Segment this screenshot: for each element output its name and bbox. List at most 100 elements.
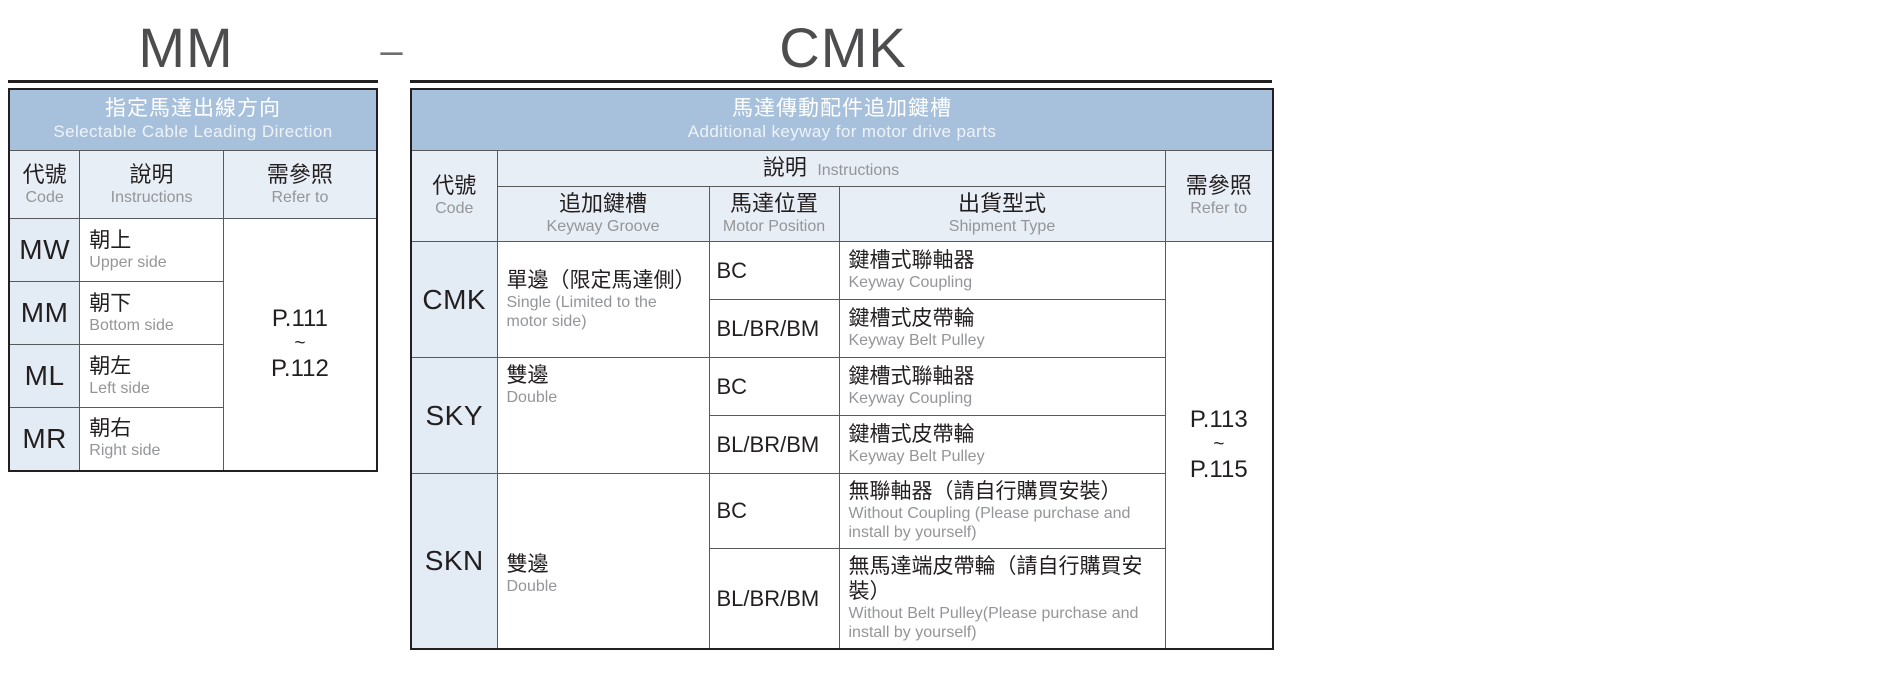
right-header-motor-position-zh: 馬達位置 [729,191,818,216]
right-shipment-cmk-bc-en: Keyway Coupling [848,274,973,291]
left-row-desc-mm-en: Bottom side [89,316,174,334]
left-refer-from: P.111 [271,305,328,333]
right-group-keyway-skn-en: Double [506,578,558,595]
right-header-row-1: 代號 Code 說明 Instructions 需參照 Refer to [410,150,1274,242]
right-header-code-en: Code [435,200,474,217]
right-shipment-cmk-blbrbm: 鍵槽式皮帶輪 Keyway Belt Pulley [838,299,1166,358]
right-shipment-skn-blbrbm-en: Without Belt Pulley(Please purchase and … [848,605,1139,641]
right-shipment-cmk-bc-zh: 鍵槽式聯軸器 [848,249,975,272]
right-banner-zh: 馬達傳動配件追加鍵槽 [732,97,952,120]
left-row-desc-mr-en: Right side [89,442,161,460]
right-shipment-sky-blbrbm-zh: 鍵槽式皮帶輪 [848,423,975,446]
right-header-refer-en: Refer to [1190,200,1248,217]
right-shipment-skn-blbrbm-zh: 無馬達端皮帶輪（請自行購買安裝） [848,555,1143,603]
right-shipment-skn-bc-en: Without Coupling (Please purchase and in… [848,505,1131,541]
right-shipment-skn-bc-zh: 無聯軸器（請自行購買安裝） [848,480,1122,503]
right-shipment-sky-blbrbm-en: Keyway Belt Pulley [848,448,985,465]
right-shipment-sky-blbrbm: 鍵槽式皮帶輪 Keyway Belt Pulley [838,415,1166,474]
right-header-instructions-en: Instructions [817,162,900,179]
additional-keyway-table: 馬達傳動配件追加鍵槽 Additional keyway for motor d… [410,88,1274,650]
title-rule-right [410,80,1272,83]
right-motor-position-sky-blbrbm: BL/BR/BM [708,415,840,474]
left-header-code-zh: 代號 [22,161,67,187]
table-row: BL/BR/BM 鍵槽式皮帶輪 Keyway Belt Pulley [411,299,1273,358]
right-header-instructions: 說明 Instructions [496,150,1166,187]
right-header-instructions-zh: 說明 [762,155,807,180]
right-header-keyway-groove: 追加鍵槽 Keyway Groove [496,186,710,242]
left-header-code-en: Code [25,188,64,206]
right-header-code-zh: 代號 [432,173,477,198]
right-table-banner: 馬達傳動配件追加鍵槽 Additional keyway for motor d… [410,88,1274,151]
right-shipment-cmk-bc: 鍵槽式聯軸器 Keyway Coupling [838,241,1166,300]
left-row-code-mm: MM [8,281,81,345]
left-row-desc-ml-zh: 朝左 [89,354,132,378]
title-separator-dash: – [380,29,404,73]
right-motor-position-cmk-blbrbm: BL/BR/BM [708,299,840,358]
table-row: MW 朝上 Upper side P.111 ~ P.112 [8,218,378,471]
right-motor-position-cmk-bc: BC [708,241,840,300]
right-refer-from: P.113 [1189,406,1248,433]
right-shipment-sky-bc-zh: 鍵槽式聯軸器 [848,365,975,388]
left-banner-row: 指定馬達出線方向 Selectable Cable Leading Direct… [8,88,378,151]
left-banner-zh: 指定馬達出線方向 [105,97,281,120]
right-group-keyway-sky-en: Double [506,389,558,406]
right-header-row-2: 追加鍵槽 Keyway Groove 馬達位置 Motor Position 出… [411,186,1273,242]
right-banner-row: 馬達傳動配件追加鍵槽 Additional keyway for motor d… [410,88,1274,151]
table-row: ML 朝左 Left side [8,344,377,408]
left-row-desc-mw: 朝上 Upper side [79,218,224,282]
left-table-banner: 指定馬達出線方向 Selectable Cable Leading Direct… [8,88,378,151]
right-shipment-sky-bc-en: Keyway Coupling [848,390,973,407]
left-header-code: 代號 Code [8,150,81,219]
left-header-refer-to: 需參照 Refer to [222,150,378,219]
right-group-keyway-cmk: 單邊（限定馬達側） Single (Limited to the motor s… [496,241,710,358]
left-refer-to: P.112 [270,355,329,383]
left-row-desc-mr: 朝右 Right side [79,407,224,471]
table-row: CMK 單邊（限定馬達側） Single (Limited to the mot… [410,241,1274,650]
table-row: MM 朝下 Bottom side [8,281,377,345]
right-group-code-cmk: CMK [410,241,498,358]
right-shipment-cmk-blbrbm-en: Keyway Belt Pulley [848,332,985,349]
right-refer-to-value: P.113 ~ P.115 [1164,241,1274,650]
right-refer-to: P.115 [1189,456,1248,483]
right-group-code-skn: SKN [410,473,498,650]
page-title-mm: MM [138,16,234,79]
left-header-instructions: 說明 Instructions [79,150,224,219]
left-row-code-mw: MW [8,218,81,282]
left-row-code-ml: ML [8,344,81,408]
left-row-code-mr: MR [8,407,81,471]
right-header-motor-position: 馬達位置 Motor Position [708,186,840,242]
right-motor-position-skn-bc: BC [708,473,840,549]
title-row: MM – CMK [0,18,1887,80]
right-shipment-sky-bc: 鍵槽式聯軸器 Keyway Coupling [838,357,1166,416]
left-refer-to-value: P.111 ~ P.112 [222,218,378,471]
left-header-instructions-en: Instructions [110,188,193,206]
right-header-keyway-groove-en: Keyway Groove [546,218,660,235]
left-refer-tilde: ~ [294,333,306,355]
right-group-keyway-sky: 雙邊 Double [496,357,710,474]
right-header-shipment-type: 出貨型式 Shipment Type [838,186,1166,242]
right-header-code: 代號 Code [410,150,498,242]
right-header-refer-zh: 需參照 [1185,173,1252,198]
title-rule-left [8,80,378,83]
left-header-refer-en: Refer to [271,188,329,206]
left-row-desc-mr-zh: 朝右 [89,417,132,441]
right-motor-position-sky-bc: BC [708,357,840,416]
table-row: SKN 雙邊 Double BC 無聯軸器（請自行購買安裝） Without C… [410,473,1273,650]
page-title-cmk: CMK [779,16,907,79]
right-header-shipment-type-en: Shipment Type [948,218,1056,235]
right-header-refer-to: 需參照 Refer to [1164,150,1274,242]
table-row: BL/BR/BM 無馬達端皮帶輪（請自行購買安裝） Without Belt P… [411,548,1273,650]
left-header-instructions-zh: 說明 [129,161,174,187]
left-row-desc-mm-zh: 朝下 [89,291,132,315]
left-header-refer-zh: 需參照 [266,161,333,187]
table-row: BL/BR/BM 鍵槽式皮帶輪 Keyway Belt Pulley [411,415,1273,474]
right-shipment-cmk-blbrbm-zh: 鍵槽式皮帶輪 [848,307,975,330]
right-group-code-sky: SKY [410,357,498,474]
right-banner-en: Additional keyway for motor drive parts [687,122,997,141]
right-group-keyway-cmk-en: Single (Limited to the motor side) [506,293,657,330]
right-refer-tilde: ~ [1213,434,1225,455]
right-shipment-skn-blbrbm: 無馬達端皮帶輪（請自行購買安裝） Without Belt Pulley(Ple… [838,548,1166,650]
right-header-motor-position-en: Motor Position [722,218,826,235]
right-group-keyway-sky-zh: 雙邊 [506,364,549,387]
